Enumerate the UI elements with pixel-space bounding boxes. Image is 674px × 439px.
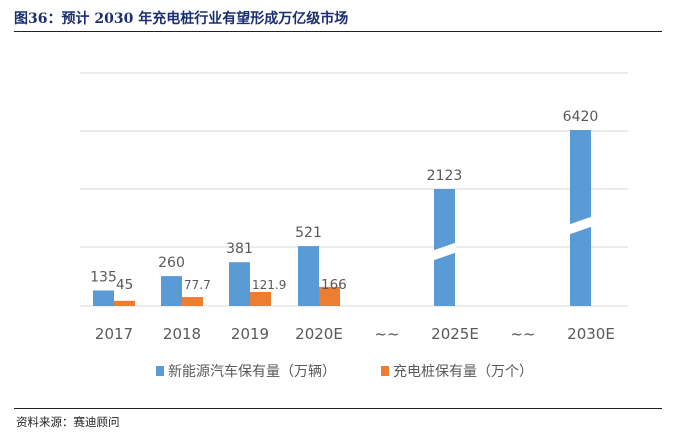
data-label-2123: 2123 <box>427 168 463 184</box>
bar-121.9 <box>250 291 271 306</box>
data-labels: 135 45 260 77.7 381 121.9 521 166 2123 6420 <box>90 109 598 293</box>
axis-break-2030E <box>569 216 592 235</box>
data-label-45: 45 <box>116 277 133 293</box>
top-rule <box>14 31 662 32</box>
x-tick-3: 2020E <box>295 325 343 343</box>
bar-77.7 <box>182 297 203 306</box>
bars <box>93 130 592 306</box>
bar-135 <box>93 290 114 306</box>
x-tick-labels: 2017 2018 2019 2020E ~~ 2025E ~~ 2030E <box>95 325 615 343</box>
data-label-135: 135 <box>90 269 117 285</box>
data-label-260: 260 <box>158 255 185 271</box>
x-tick-4: ~~ <box>374 325 399 343</box>
x-tick-5: 2025E <box>431 325 479 343</box>
figure-title: 图36：预计 2030 年充电桩行业有望形成万亿级市场 <box>14 11 349 27</box>
source-note: 资料来源：赛迪顾问 <box>16 415 120 429</box>
legend-swatch-series-1 <box>156 366 164 376</box>
bar-260 <box>161 276 182 306</box>
data-label-77.7: 77.7 <box>184 278 211 292</box>
axis-break-2025E <box>433 242 456 261</box>
bar-381 <box>229 262 250 306</box>
data-label-521: 521 <box>295 225 322 241</box>
data-label-166: 166 <box>321 277 347 293</box>
bottom-rule <box>14 408 662 409</box>
bar-521 <box>298 246 319 306</box>
data-label-381: 381 <box>226 241 253 257</box>
x-tick-2: 2019 <box>231 325 269 343</box>
legend-label-series-2: 充电桩保有量（万个） <box>393 363 533 380</box>
legend: 新能源汽车保有量（万辆） 充电桩保有量（万个） <box>156 363 533 380</box>
legend-swatch-series-2 <box>381 366 389 376</box>
bar-6420 <box>570 130 591 306</box>
bar-166 <box>319 286 340 306</box>
data-label-6420: 6420 <box>563 109 599 125</box>
data-label-121.9: 121.9 <box>252 278 286 292</box>
x-tick-0: 2017 <box>95 325 133 343</box>
x-tick-6: ~~ <box>510 325 535 343</box>
legend-label-series-1: 新能源汽车保有量（万辆） <box>168 363 336 380</box>
bar-45 <box>114 300 135 306</box>
x-tick-1: 2018 <box>163 325 201 343</box>
x-tick-7: 2030E <box>567 325 615 343</box>
